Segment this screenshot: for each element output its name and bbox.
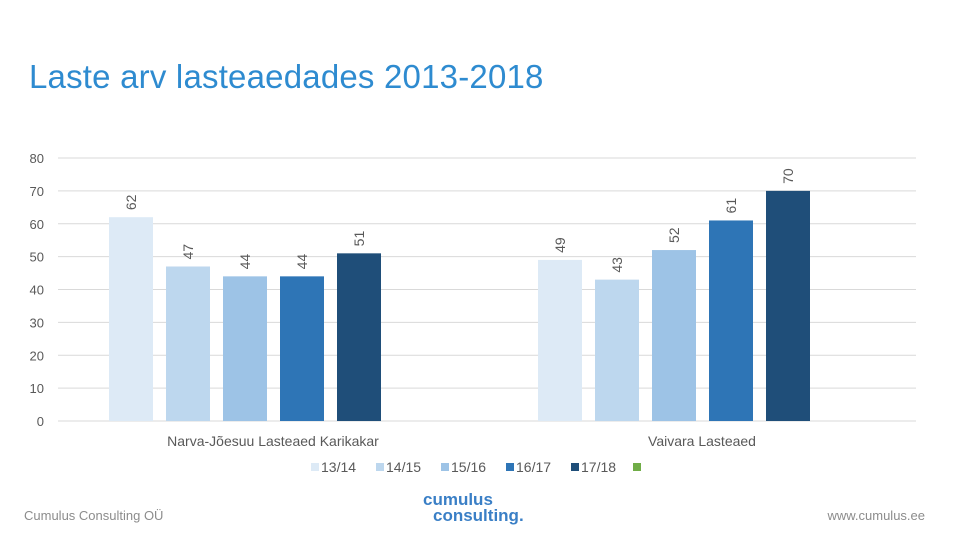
bars — [109, 190, 810, 421]
y-tick-label: 20 — [30, 348, 44, 363]
category-labels: Narva-Jõesuu Lasteaed Karikakar Vaivara L… — [167, 433, 756, 449]
y-tick-label: 50 — [30, 250, 44, 265]
cumulus-logo: cumulus consulting. — [423, 490, 533, 528]
bar — [223, 276, 267, 421]
y-axis-ticks: 0 10 20 30 40 50 60 70 80 — [30, 151, 44, 429]
legend-label: 14/15 — [386, 459, 421, 475]
data-label: 47 — [180, 244, 196, 260]
bar — [280, 276, 324, 421]
bar — [166, 266, 210, 421]
bar — [766, 190, 810, 421]
data-label: 43 — [609, 257, 625, 273]
legend-swatch — [506, 463, 514, 471]
legend-swatch — [441, 463, 449, 471]
y-tick-label: 80 — [30, 151, 44, 166]
data-label: 62 — [123, 194, 139, 210]
bar — [595, 279, 639, 421]
category-label: Vaivara Lasteaed — [648, 433, 756, 449]
page-title: Laste arv lasteaedades 2013-2018 — [29, 58, 544, 95]
legend-label: 16/17 — [516, 459, 551, 475]
logo-line-2: consulting. — [433, 506, 524, 525]
legend: 13/14 14/15 15/16 16/17 17/18 — [311, 459, 641, 475]
data-label: 70 — [780, 168, 796, 184]
legend-swatch — [571, 463, 579, 471]
y-tick-label: 60 — [30, 217, 44, 232]
y-tick-label: 40 — [30, 283, 44, 298]
data-label: 61 — [723, 198, 739, 214]
bar — [538, 259, 582, 421]
legend-label: 13/14 — [321, 459, 356, 475]
data-labels: 62 47 44 44 51 49 43 52 61 70 — [123, 168, 796, 273]
data-label: 49 — [552, 237, 568, 253]
y-tick-label: 30 — [30, 315, 44, 330]
y-tick-label: 70 — [30, 184, 44, 199]
y-tick-label: 0 — [37, 414, 44, 429]
data-label: 52 — [666, 227, 682, 243]
data-label: 44 — [237, 254, 253, 270]
legend-swatch — [376, 463, 384, 471]
legend-swatch-extra — [633, 463, 641, 471]
bar — [709, 220, 753, 421]
legend-label: 15/16 — [451, 459, 486, 475]
bar — [109, 217, 153, 421]
legend-label: 17/18 — [581, 459, 616, 475]
bar — [337, 253, 381, 421]
data-label: 44 — [294, 254, 310, 270]
data-label: 51 — [351, 231, 367, 247]
category-label: Narva-Jõesuu Lasteaed Karikakar — [167, 433, 379, 449]
bar — [652, 250, 696, 421]
footer-website[interactable]: www.cumulus.ee — [827, 508, 925, 523]
logo-line-1: cumulus — [423, 490, 493, 509]
legend-swatch — [311, 463, 319, 471]
footer-company: Cumulus Consulting OÜ — [24, 508, 164, 523]
y-tick-label: 10 — [30, 381, 44, 396]
